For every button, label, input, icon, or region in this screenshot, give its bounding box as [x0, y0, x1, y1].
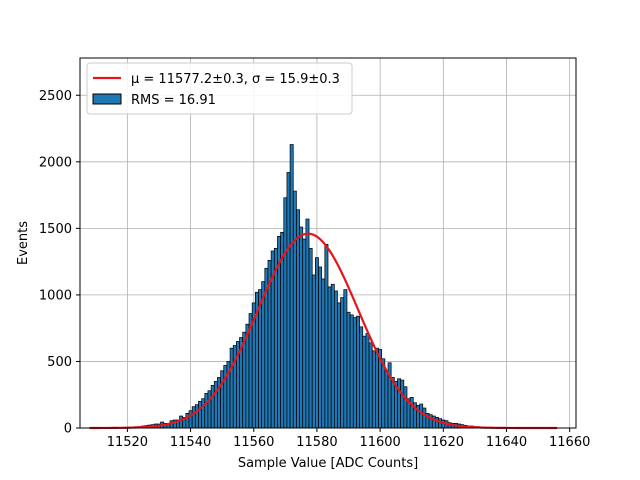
histogram-bar	[207, 390, 212, 429]
histogram-bar	[188, 410, 193, 429]
histogram-bar	[179, 415, 184, 429]
histogram-bar	[397, 378, 402, 429]
histogram-bar	[198, 401, 202, 429]
x-tick-label: 11660	[549, 435, 590, 450]
histogram-bar	[356, 315, 360, 429]
histogram-bar	[346, 311, 351, 429]
histogram-bar	[191, 406, 196, 429]
histogram-bar	[286, 172, 291, 429]
legend: μ = 11577.2±0.3, σ = 15.9±0.3 RMS = 16.9…	[86, 62, 353, 115]
histogram-bar	[261, 281, 266, 429]
histogram-bar	[435, 417, 439, 429]
histogram-bar	[204, 393, 209, 429]
histogram-bar	[245, 323, 250, 429]
legend-rms-label: RMS = 16.91	[131, 93, 216, 108]
histogram-bar	[242, 331, 247, 429]
histogram-bar	[318, 266, 323, 429]
y-tick-label: 1000	[39, 288, 72, 303]
histogram-bar	[422, 407, 427, 429]
histogram-bar	[371, 350, 376, 429]
y-axis-ticks: 0 500 1000 1500 2000 2500	[39, 89, 80, 437]
legend-fit-label: μ = 11577.2±0.3, σ = 15.9±0.3	[131, 72, 340, 87]
histogram-bar	[210, 385, 215, 429]
histogram-bar	[403, 386, 408, 429]
histogram-bar	[229, 347, 234, 429]
histogram-bar	[296, 209, 300, 429]
histogram-bar	[292, 190, 297, 429]
histogram-bar	[308, 247, 313, 429]
y-axis-label: Events	[16, 221, 31, 265]
histogram-bar	[375, 347, 379, 429]
x-tick-label: 11580	[296, 435, 337, 450]
histogram-bar	[352, 317, 357, 429]
histogram-bar	[330, 283, 335, 429]
legend-box	[86, 62, 353, 115]
histogram-bar	[324, 243, 329, 429]
histogram-bar	[302, 238, 307, 429]
legend-rms-swatch	[92, 93, 122, 105]
axes-frame	[79, 57, 577, 429]
histogram-bar	[384, 370, 389, 429]
histogram-bar	[359, 326, 364, 429]
histogram-bar	[213, 381, 218, 429]
x-tick-label: 11520	[107, 435, 148, 450]
histogram-bar	[362, 335, 367, 429]
histogram-bar	[349, 314, 354, 429]
histogram-bar	[194, 404, 199, 429]
histogram-bar	[333, 290, 338, 429]
histogram-bar	[340, 297, 345, 429]
histogram-bar	[321, 278, 326, 429]
x-tick-label: 11560	[233, 435, 274, 450]
x-tick-label: 11640	[486, 435, 527, 450]
histogram-bar	[273, 247, 278, 429]
histogram-bar	[327, 286, 332, 429]
histogram-bar	[381, 358, 386, 429]
histogram-bar	[305, 218, 310, 429]
histogram-bar	[311, 274, 316, 429]
y-tick-label: 2500	[39, 89, 72, 104]
histogram-bar	[283, 197, 288, 429]
histogram-bar	[409, 397, 414, 429]
x-axis-label: Sample Value [ADC Counts]	[238, 456, 418, 471]
histogram-bar	[299, 226, 304, 429]
histogram-bar	[419, 403, 424, 429]
y-tick-label: 1500	[39, 222, 72, 237]
y-tick-label: 500	[47, 355, 72, 370]
x-tick-label: 11620	[423, 435, 464, 450]
x-tick-label: 11540	[170, 435, 211, 450]
gaussian-fit-curve	[89, 232, 558, 430]
histogram-bar	[337, 302, 341, 429]
histogram-bar	[343, 289, 348, 429]
y-tick-label: 2000	[39, 155, 72, 170]
histogram-bar	[289, 144, 294, 429]
histogram-bar	[400, 379, 405, 429]
histogram-bar	[365, 333, 370, 429]
histogram-bar	[201, 398, 206, 429]
histogram-bar	[368, 342, 373, 429]
x-tick-label: 11600	[359, 435, 400, 450]
x-axis-ticks: 11520 11540 11560 11580 11600 11620 11640 11660	[107, 428, 590, 450]
histogram-bar	[315, 257, 319, 429]
y-tick-label: 0	[64, 422, 72, 437]
histogram-bar	[390, 377, 395, 429]
histogram-bar	[431, 415, 436, 429]
